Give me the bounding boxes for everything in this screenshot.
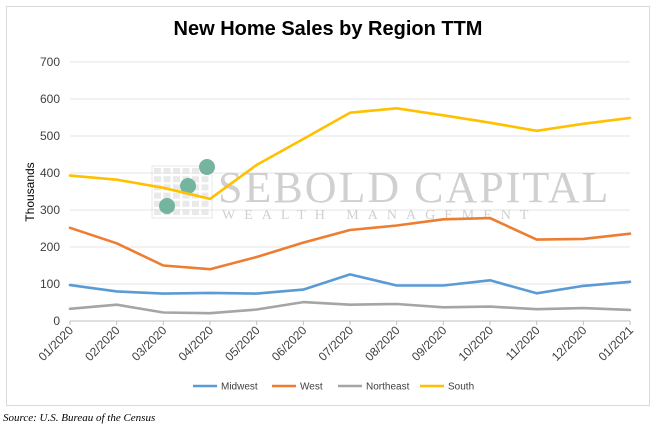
watermark-square [163, 192, 171, 199]
watermark-square [154, 176, 161, 183]
watermark-square [192, 168, 199, 174]
watermark-square [173, 209, 180, 215]
watermark-square [182, 209, 190, 215]
watermark-square [201, 200, 209, 207]
series-line-midwest [68, 273, 632, 295]
watermark-square [182, 200, 190, 207]
y-tick-label: 600 [40, 92, 60, 106]
watermark-square [201, 176, 209, 183]
x-tick-label: 05/2020 [222, 323, 263, 364]
watermark-square [192, 209, 199, 215]
y-tick-label: 400 [40, 166, 60, 180]
watermark-square [173, 200, 180, 207]
y-tick-label: 700 [40, 55, 60, 69]
legend-label: Midwest [221, 382, 258, 393]
x-tick-label: 01/2021 [596, 323, 637, 364]
x-tick-label: 04/2020 [176, 323, 217, 364]
y-axis-ticks: 0 100 200 300 400 500 600 700 [40, 55, 60, 328]
series-line-west [68, 216, 632, 271]
source-note: Source: U.S. Bureau of the Census [3, 412, 156, 424]
x-tick-label: 08/2020 [362, 323, 403, 364]
series-line-south [68, 107, 632, 201]
grid-lines [70, 61, 630, 322]
y-tick-label: 300 [40, 203, 60, 217]
x-tick-label: 11/2020 [503, 323, 543, 363]
watermark-square [163, 176, 171, 183]
watermark-square [192, 176, 199, 183]
chart-title: New Home Sales by Region TTM [173, 18, 483, 40]
watermark-square [173, 192, 180, 199]
legend-label: Northeast [366, 382, 410, 393]
x-tick-label: 01/2020 [36, 323, 77, 364]
watermark-square [154, 209, 161, 215]
watermark-square [154, 168, 161, 174]
x-axis-ticks: 01/2020 02/2020 03/2020 04/2020 05/2020 06/20… [36, 321, 637, 364]
watermark-square [163, 168, 171, 174]
watermark-square [173, 184, 180, 191]
watermark-square [173, 176, 180, 183]
x-tick-label: 03/2020 [129, 323, 170, 364]
legend-label: West [300, 382, 323, 393]
watermark-square [154, 192, 161, 199]
watermark-square [182, 192, 190, 199]
y-tick-label: 500 [40, 129, 60, 143]
watermark-square [192, 200, 199, 207]
x-tick-label: 06/2020 [269, 323, 310, 364]
watermark-square [173, 168, 180, 174]
watermark-line1: SEBOLD CAPITAL [218, 163, 610, 212]
legend: Midwest West Northeast South [193, 382, 474, 393]
y-tick-label: 100 [40, 277, 60, 291]
watermark-square [154, 200, 161, 207]
watermark-square [201, 192, 209, 199]
watermark-square [201, 209, 209, 215]
x-tick-label: 09/2020 [409, 323, 450, 364]
x-tick-label: 10/2020 [456, 323, 497, 364]
y-tick-label: 0 [53, 314, 60, 328]
x-tick-label: 12/2020 [549, 323, 590, 364]
watermark-line2: WEALTH MANAGEMENT [222, 208, 537, 223]
watermark-square [182, 168, 190, 174]
watermark-square [201, 184, 209, 191]
x-tick-label: 02/2020 [82, 323, 123, 364]
x-tick-label: 07/2020 [316, 323, 357, 364]
series-lines [68, 107, 632, 315]
y-axis-label: Thousands [23, 162, 37, 221]
legend-label: South [448, 382, 474, 393]
series-line-northeast [68, 300, 632, 315]
chart-frame [6, 6, 650, 406]
y-tick-label: 200 [40, 240, 60, 254]
